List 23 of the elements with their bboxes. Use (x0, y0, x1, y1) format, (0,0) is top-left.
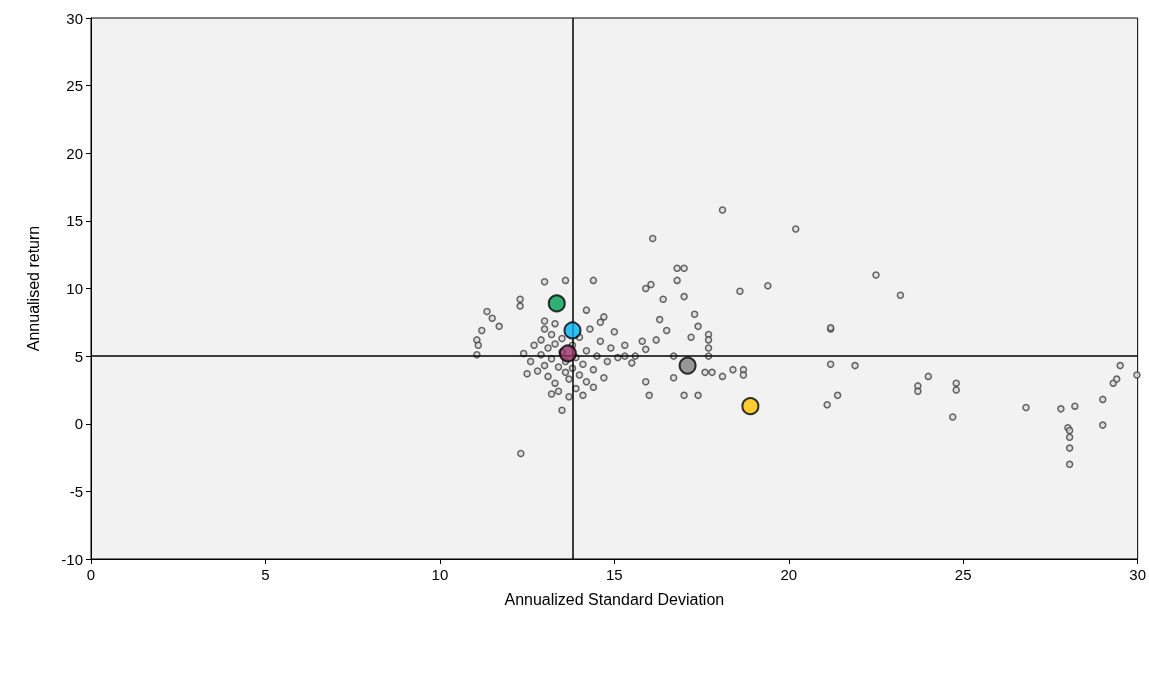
y-tick-label: 10 (66, 280, 83, 297)
point (741, 397, 760, 416)
y-tick-label: 20 (66, 144, 83, 162)
y-tick-label: 30 (66, 9, 83, 27)
y-tick-label: -5 (69, 482, 83, 500)
y-tick-label: 0 (74, 415, 83, 433)
point (547, 294, 566, 313)
y-tick-label: 15 (66, 212, 83, 230)
y-axis-title: Annualised return (24, 225, 42, 352)
point (558, 344, 577, 363)
x-axis-title: Annualized Standard Deviation (504, 590, 725, 608)
x-tick-label: 0 (86, 566, 96, 583)
x-tick-label: 30 (1129, 566, 1146, 583)
y-tick-label: 25 (66, 77, 83, 95)
x-tick-label: 10 (431, 566, 449, 583)
x-tick-label: 5 (261, 566, 270, 583)
x-tick-label: 15 (605, 566, 623, 583)
y-tick-label: 5 (74, 347, 83, 365)
point (678, 356, 697, 375)
point (563, 321, 582, 340)
y-tick-label: -10 (61, 550, 83, 568)
x-tick-label: 20 (780, 566, 798, 583)
x-tick-label: 25 (954, 566, 972, 583)
